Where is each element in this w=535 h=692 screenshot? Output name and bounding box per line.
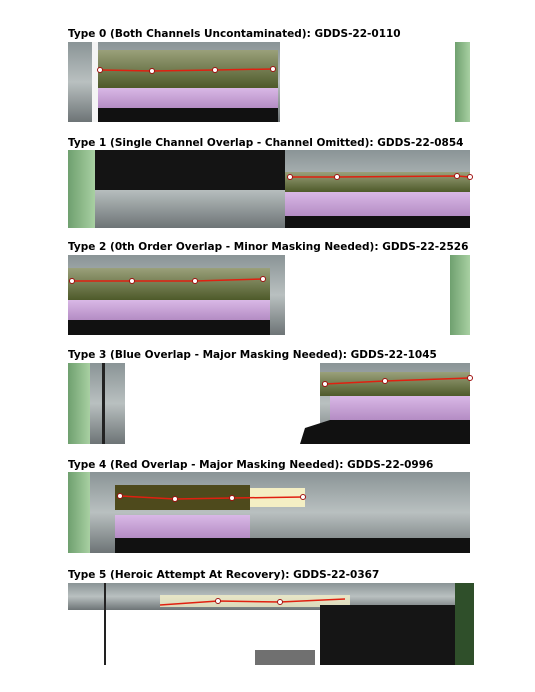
panel-title: Type 5 (Heroic Attempt At Recovery): GDD… <box>68 569 379 581</box>
spectrum-image <box>68 363 473 444</box>
spectrum-image <box>68 255 470 335</box>
spectrum-image <box>68 472 470 553</box>
spectrum-image <box>68 42 470 122</box>
spectrum-image <box>68 150 473 228</box>
panel-title: Type 0 (Both Channels Uncontaminated): G… <box>68 28 401 40</box>
panel-title: Type 1 (Single Channel Overlap - Channel… <box>68 137 463 149</box>
spectrum-image <box>68 583 474 665</box>
panel-title: Type 4 (Red Overlap - Major Masking Need… <box>68 459 433 471</box>
panel-title: Type 2 (0th Order Overlap - Minor Maskin… <box>68 241 468 253</box>
panel-title: Type 3 (Blue Overlap - Major Masking Nee… <box>68 349 437 361</box>
